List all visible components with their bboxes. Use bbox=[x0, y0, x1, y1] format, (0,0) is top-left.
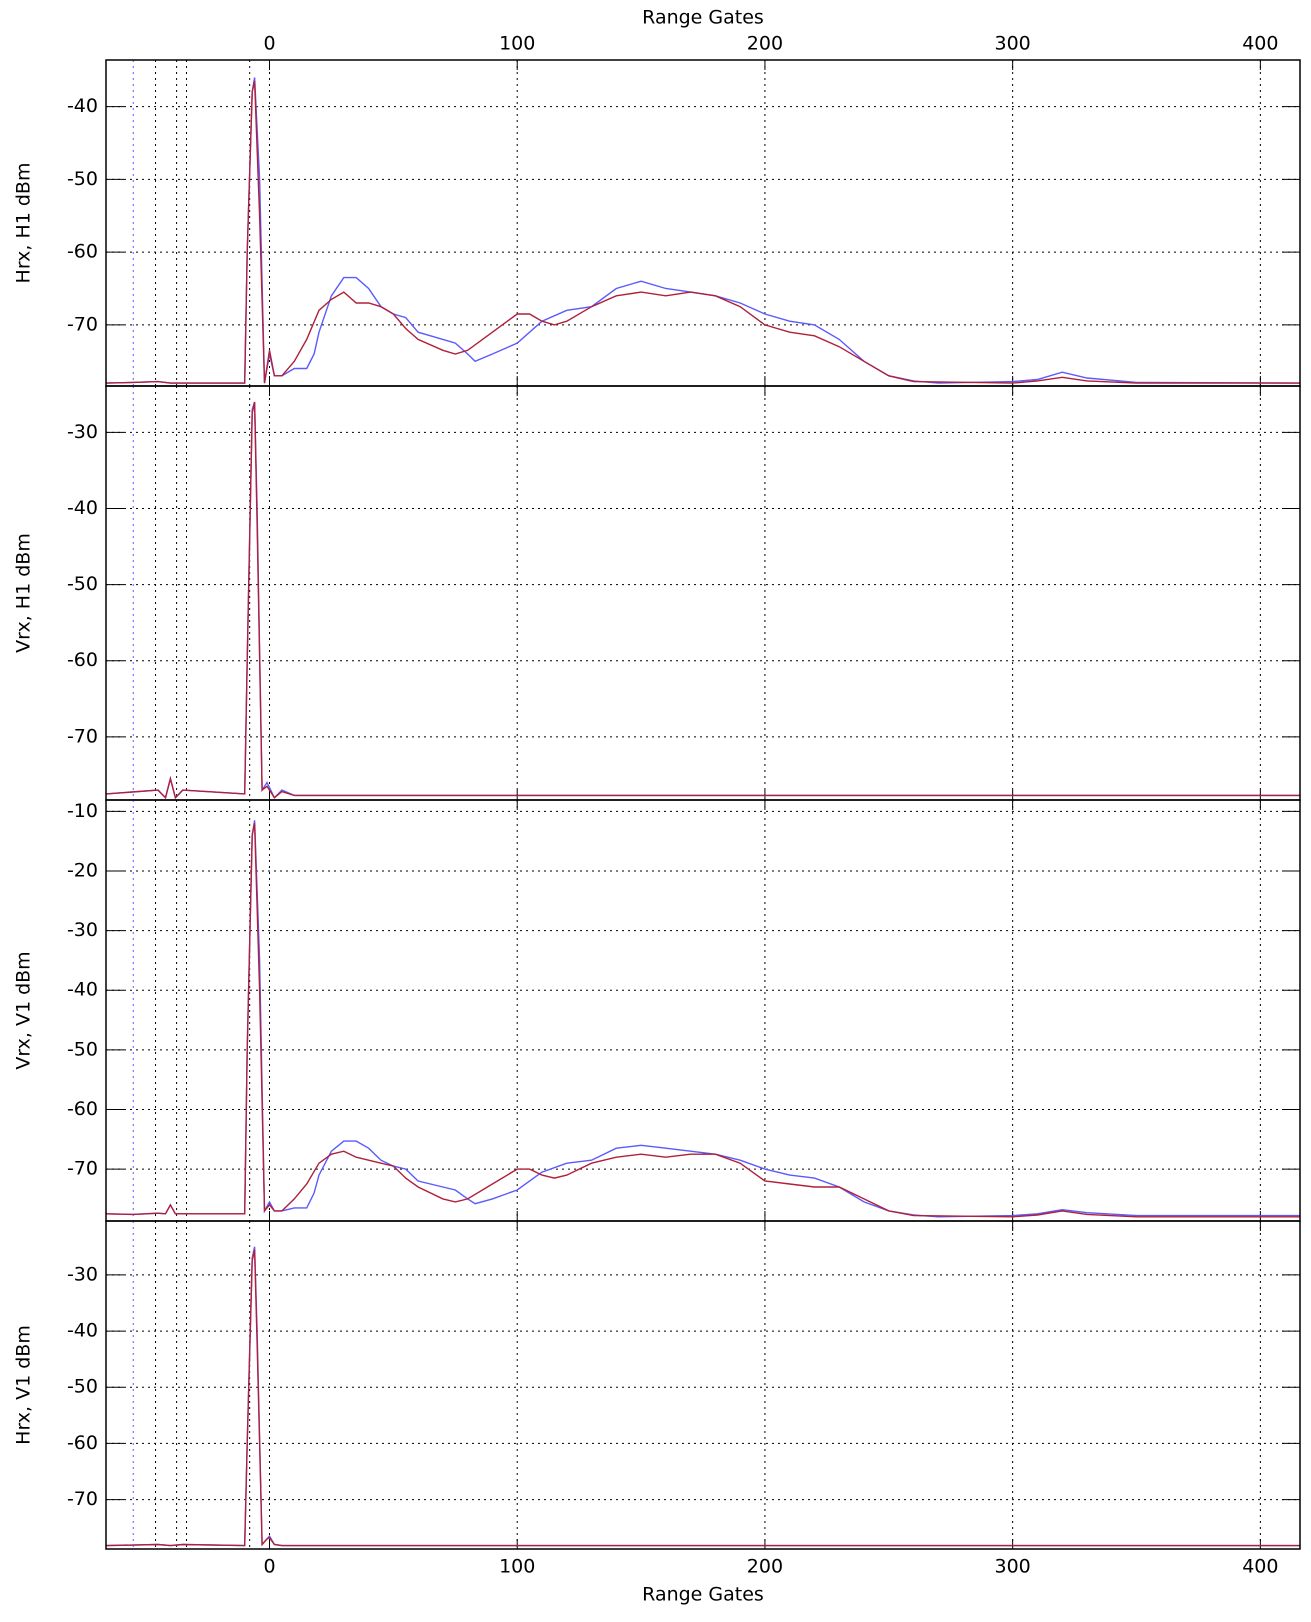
y-tick-label: -50 bbox=[67, 1038, 98, 1060]
y-tick-label: -50 bbox=[67, 573, 98, 595]
y-tick-label: -50 bbox=[67, 168, 98, 190]
y-tick-label: -40 bbox=[67, 1320, 98, 1342]
y-tick-label: -20 bbox=[67, 859, 98, 881]
y-tick-label: -70 bbox=[67, 1158, 98, 1180]
x-tick-label: 100 bbox=[499, 1556, 535, 1578]
data-line bbox=[105, 401, 1300, 800]
x-tick-label: 200 bbox=[747, 33, 783, 55]
y-tick-label: -60 bbox=[67, 649, 98, 671]
y-axis-label: Hrx, H1 dBm bbox=[13, 163, 35, 284]
x-tick-label: 400 bbox=[1242, 33, 1278, 55]
y-tick-label: -10 bbox=[67, 800, 98, 822]
plot-frame bbox=[105, 799, 1301, 1222]
data-line bbox=[105, 77, 1301, 384]
panel: 0 100 200 300 400 -30 -40 -50 -60 -70 Hrx, V1 dBm R… bbox=[13, 1220, 1301, 1606]
y-tick-label: -30 bbox=[67, 421, 98, 443]
y-axis-label: Vrx, H1 dBm bbox=[13, 533, 35, 653]
y-tick-label: -30 bbox=[67, 919, 98, 941]
y-tick-label: -40 bbox=[67, 497, 98, 519]
y-axis-label: Hrx, V1 dBm bbox=[13, 1325, 35, 1445]
x-tick-label: 300 bbox=[995, 1556, 1031, 1578]
plot-frame bbox=[105, 1220, 1301, 1550]
x-axis-label: Range Gates bbox=[642, 1584, 764, 1606]
x-tick-label: 0 bbox=[263, 33, 275, 55]
panel: -30 -40 -50 -60 -70 Vrx, H1 dBm bbox=[13, 385, 1301, 801]
x-tick-label: 300 bbox=[995, 33, 1031, 55]
x-tick-label: 0 bbox=[263, 1556, 275, 1578]
x-tick-label: 100 bbox=[499, 33, 535, 55]
x-tick-label: 400 bbox=[1242, 1556, 1278, 1578]
data-line bbox=[105, 823, 1300, 1218]
y-tick-label: -60 bbox=[67, 1432, 98, 1454]
data-line bbox=[105, 1246, 1300, 1547]
panel: -10 -20 -30 -40 -50 -60 -70 Vrx, V1 dBm bbox=[13, 799, 1301, 1222]
y-tick-label: -60 bbox=[67, 241, 98, 263]
y-tick-label: -30 bbox=[67, 1263, 98, 1285]
y-tick-label: -70 bbox=[67, 1488, 98, 1510]
x-axis-label: Range Gates bbox=[642, 7, 764, 29]
y-tick-label: -70 bbox=[67, 725, 98, 747]
y-tick-label: -60 bbox=[67, 1098, 98, 1120]
panel: 0 100 200 300 400 -40 -50 -60 -70 Hrx, H1 dBm Rang… bbox=[13, 7, 1301, 387]
y-tick-label: -40 bbox=[67, 979, 98, 1001]
y-tick-label: -70 bbox=[67, 313, 98, 335]
data-line bbox=[105, 820, 1300, 1218]
x-tick-label: 200 bbox=[747, 1556, 783, 1578]
y-tick-label: -50 bbox=[67, 1376, 98, 1398]
data-line bbox=[105, 401, 1300, 800]
y-axis-label: Vrx, V1 dBm bbox=[13, 951, 35, 1069]
plot-frame bbox=[105, 385, 1301, 801]
plot-frame bbox=[105, 59, 1301, 387]
data-line bbox=[105, 1249, 1300, 1547]
y-tick-label: -40 bbox=[67, 95, 98, 117]
data-line bbox=[105, 80, 1300, 384]
